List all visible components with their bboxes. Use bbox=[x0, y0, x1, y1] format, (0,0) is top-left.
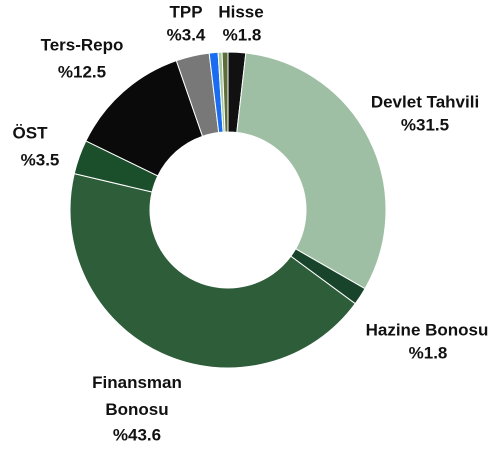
value-label: %12.5 bbox=[57, 62, 107, 82]
value-label: %1.8 bbox=[222, 25, 262, 45]
slice-label: Finansman Bonosu bbox=[92, 373, 182, 419]
slice bbox=[69, 172, 356, 369]
slice-label: ÖST bbox=[12, 123, 48, 143]
slice-label: Ters-Repo bbox=[40, 35, 124, 55]
slice bbox=[236, 52, 387, 290]
slice-label: TPP bbox=[169, 2, 203, 22]
value-label: %3.4 bbox=[166, 25, 206, 45]
value-label: %3.5 bbox=[20, 150, 60, 170]
value-label: %31.5 bbox=[400, 115, 450, 135]
slice-label: Devlet Tahvili bbox=[370, 92, 480, 112]
slice-label: Hisse bbox=[218, 2, 264, 22]
value-label: %1.8 bbox=[408, 343, 448, 363]
value-label: %43.6 bbox=[112, 425, 162, 445]
slice-label: Hazine Bonosu bbox=[365, 320, 489, 340]
slice bbox=[221, 51, 229, 133]
